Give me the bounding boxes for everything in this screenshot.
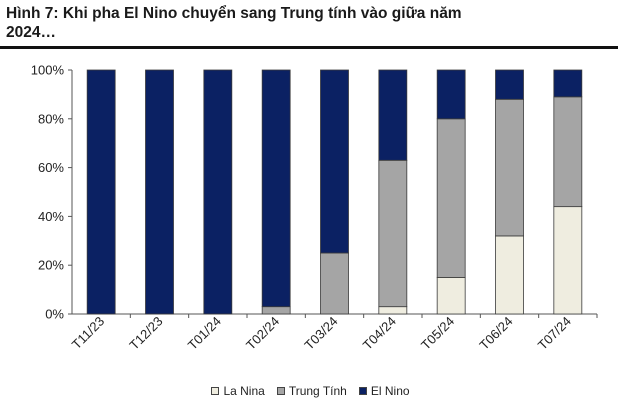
bar-segment-el-nino xyxy=(261,69,291,308)
bar-segment-el-nino xyxy=(495,69,524,100)
bar-segment-el-nino xyxy=(86,69,116,315)
y-tick-label: 40% xyxy=(38,209,64,224)
x-tick-label: T04/24 xyxy=(360,314,399,353)
chart-title: Hình 7: Khi pha El Nino chuyển sang Trun… xyxy=(6,5,462,41)
legend-item-el-nino: El Nino xyxy=(358,384,410,398)
legend-label-la-nina: La Nina xyxy=(223,384,265,398)
x-tick-label: T05/24 xyxy=(418,314,457,353)
x-tick-label: T11/23 xyxy=(69,314,108,353)
bar-segment-la-nina xyxy=(495,235,524,315)
bar-segment-la-nina xyxy=(436,276,466,315)
legend-swatch-la-nina xyxy=(211,387,220,395)
bar-segment-el-nino xyxy=(203,69,233,315)
legend-label-trung-tinh: Trung Tính xyxy=(288,384,347,398)
x-tick-label: T12/23 xyxy=(126,314,165,353)
bar-segment-el-nino xyxy=(436,69,466,120)
y-tick-label: 100% xyxy=(31,63,65,78)
bar-segment-trung-tính xyxy=(378,159,408,308)
x-tick-label: T02/24 xyxy=(243,314,282,353)
bar-segment-el-nino xyxy=(553,69,583,98)
x-tick-label: T01/24 xyxy=(185,314,224,353)
bar-segment-trung-tính xyxy=(495,98,524,237)
title-divider xyxy=(0,46,618,49)
legend-swatch-el-nino xyxy=(358,387,367,395)
x-tick-label: T06/24 xyxy=(476,314,515,353)
bar-segment-trung-tính xyxy=(261,306,291,315)
y-tick-label: 0% xyxy=(45,307,64,322)
bar-segment-la-nina xyxy=(553,206,583,315)
x-tick-label: T07/24 xyxy=(535,314,574,353)
bar-segment-trung-tính xyxy=(553,96,583,208)
bar-segment-la-nina xyxy=(378,306,408,315)
chart-legend: La Nina Trung Tính El Nino xyxy=(0,384,621,398)
stacked-bar-chart: 0% 20% 40% 60% 80% 100% T11/23 T12/23 T01/24 T02/… xyxy=(31,63,598,353)
bar-segment-el-nino xyxy=(145,69,174,315)
legend-item-la-nina: La Nina xyxy=(211,384,265,398)
bar-segment-el-nino xyxy=(378,69,408,161)
legend-swatch-trung-tinh xyxy=(276,387,285,395)
y-tick-label: 80% xyxy=(38,111,64,126)
y-tick-label: 20% xyxy=(38,258,64,273)
bar-segment-trung-tính xyxy=(436,118,466,278)
y-tick-label: 60% xyxy=(38,160,64,175)
bar-segment-el-nino xyxy=(320,69,349,254)
x-tick-label: T03/24 xyxy=(301,314,340,353)
legend-label-el-nino: El Nino xyxy=(370,384,410,398)
bar-segment-trung-tính xyxy=(320,252,349,315)
legend-item-trung-tinh: Trung Tính xyxy=(276,384,347,398)
